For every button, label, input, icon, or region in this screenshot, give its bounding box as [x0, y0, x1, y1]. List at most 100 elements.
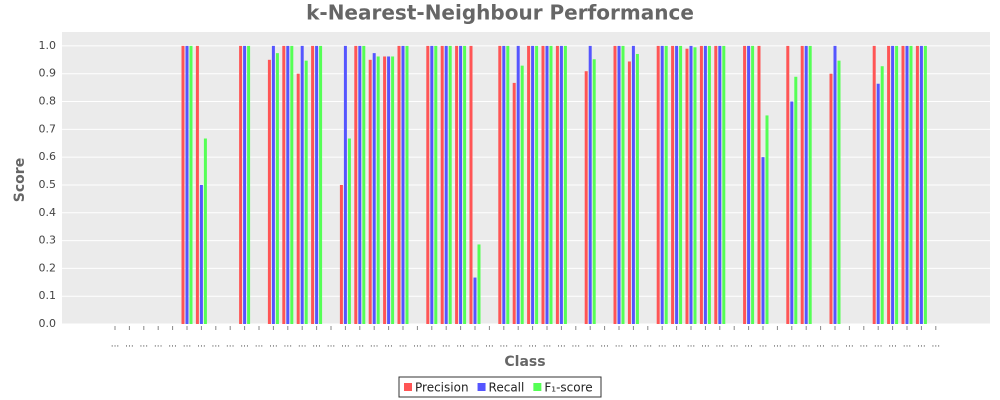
x-axis-label: Class: [504, 354, 545, 370]
bar: [887, 45, 891, 325]
x-tick-label: ...: [384, 340, 393, 350]
bar: [584, 71, 588, 324]
bar: [872, 45, 876, 325]
bar: [905, 45, 909, 325]
x-tick-label: ...: [903, 340, 912, 350]
x-tick-label: ...: [269, 340, 278, 350]
bar: [617, 45, 621, 325]
bar: [463, 45, 467, 325]
bar: [512, 82, 516, 325]
bar: [685, 48, 689, 324]
y-tick-label: 1.0: [39, 39, 57, 52]
y-tick-label: 0.6: [39, 150, 57, 163]
x-tick-label: ...: [543, 340, 552, 350]
bar: [455, 45, 459, 325]
bar: [459, 45, 463, 325]
x-tick-label: ...: [644, 340, 653, 350]
chart-title: k-Nearest-Neighbour Performance: [306, 1, 694, 25]
bar: [613, 45, 617, 325]
bar: [275, 53, 279, 324]
bar: [296, 73, 300, 324]
bar: [397, 45, 401, 325]
x-tick-label: ...: [370, 340, 379, 350]
x-tick-label: ...: [111, 340, 120, 350]
bar: [559, 45, 563, 325]
bar: [895, 45, 899, 325]
x-tick-label: ...: [341, 340, 350, 350]
bar: [829, 73, 833, 324]
x-tick-label: ...: [658, 340, 667, 350]
x-tick-label: ...: [284, 340, 293, 350]
bar: [656, 45, 660, 325]
bar: [631, 45, 635, 325]
x-tick-label: ...: [255, 340, 264, 350]
bar: [527, 45, 531, 325]
x-tick-label: ...: [932, 340, 941, 350]
bar: [469, 45, 473, 325]
x-tick-label: ...: [514, 340, 523, 350]
bar: [693, 47, 697, 325]
bar: [300, 45, 304, 325]
bar: [635, 53, 639, 325]
x-tick-label: ...: [485, 340, 494, 350]
bar: [354, 45, 358, 325]
bar: [804, 45, 808, 325]
bar: [679, 45, 683, 325]
bar: [448, 45, 452, 325]
bar: [660, 45, 664, 325]
bar: [707, 45, 711, 325]
bar: [891, 45, 895, 325]
x-tick-label: ...: [428, 340, 437, 350]
x-tick-label: ...: [831, 340, 840, 350]
y-tick-label: 0.5: [39, 178, 57, 191]
bar: [520, 65, 524, 324]
legend-label: Precision: [415, 381, 469, 395]
bar: [541, 45, 545, 325]
bar: [689, 45, 693, 325]
x-tick-label: ...: [327, 340, 336, 350]
x-tick-label: ...: [744, 340, 753, 350]
x-tick-label: ...: [860, 340, 869, 350]
x-tick-label: ...: [528, 340, 537, 350]
bar: [743, 45, 747, 325]
bar: [286, 45, 290, 325]
bar: [195, 45, 199, 325]
bar: [185, 45, 189, 325]
bar: [477, 244, 481, 324]
y-tick-label: 0.8: [39, 95, 57, 108]
bar: [347, 138, 351, 324]
bar: [506, 45, 510, 325]
x-tick-label: ...: [816, 340, 825, 350]
bar: [339, 184, 343, 324]
bar: [722, 45, 726, 325]
y-tick-label: 0.0: [39, 317, 57, 330]
x-tick-label: ...: [140, 340, 149, 350]
y-axis-label: Score: [12, 158, 28, 202]
legend-swatch: [533, 383, 542, 391]
bar: [563, 45, 567, 325]
x-tick-label: ...: [759, 340, 768, 350]
bar: [434, 45, 438, 325]
x-tick-label: ...: [240, 340, 249, 350]
y-tick-label: 0.1: [39, 289, 57, 302]
x-tick-label: ...: [399, 340, 408, 350]
bar: [311, 45, 315, 325]
x-tick-label: ...: [471, 340, 480, 350]
x-tick-label: ...: [615, 340, 624, 350]
bar: [880, 66, 884, 324]
x-tick-label: ...: [197, 340, 206, 350]
bar: [790, 101, 794, 325]
bar: [588, 45, 592, 325]
legend-label: Recall: [489, 381, 525, 395]
bar: [498, 45, 502, 325]
bar: [535, 45, 539, 325]
x-tick-label: ...: [500, 340, 509, 350]
x-tick-label: ...: [629, 340, 638, 350]
bar: [444, 45, 448, 325]
bar: [549, 45, 553, 325]
bar: [271, 45, 275, 325]
bar: [358, 45, 362, 325]
x-tick-label: ...: [888, 340, 897, 350]
bar: [315, 45, 319, 325]
